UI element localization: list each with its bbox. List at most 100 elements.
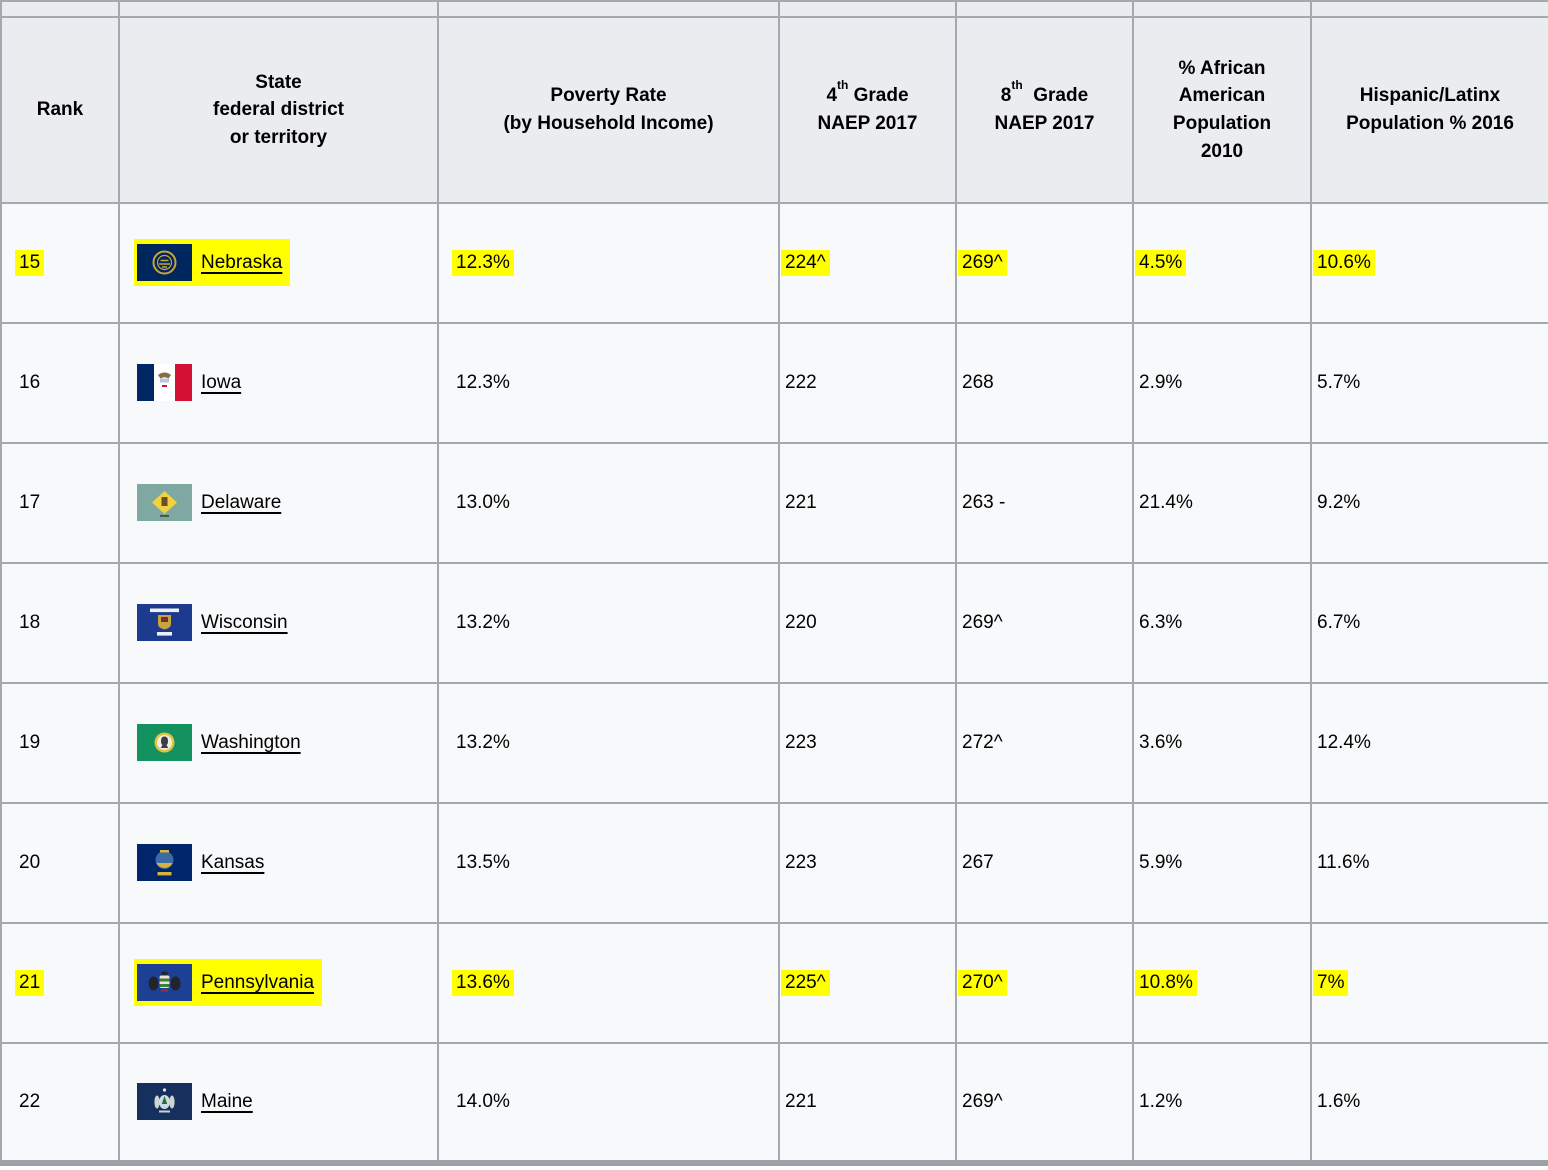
hispanic-latinx-population-value: 1.6% [1317, 1091, 1361, 1112]
col-header-poverty-rate: Poverty Rate (by Household Income) [437, 16, 780, 204]
naep-4th-grade-value: 221 [785, 492, 817, 513]
state-link[interactable]: Maine [201, 1091, 253, 1113]
hispanic-latinx-population-cell: 1.6% [1310, 1042, 1548, 1164]
rank-value: 17 [19, 492, 41, 513]
state-cell-content: Wisconsin [134, 599, 296, 646]
top-sliver-cell [955, 0, 1134, 18]
hispanic-latinx-population-cell: 10.6% [1310, 202, 1548, 324]
poverty-rate-cell: 13.5% [437, 802, 780, 924]
naep-4th-grade-cell: 221 [778, 442, 957, 564]
hispanic-latinx-population-value: 9.2% [1317, 492, 1361, 513]
african-american-population-value: 2.9% [1139, 372, 1183, 393]
poverty-rate-cell: 13.6% [437, 922, 780, 1044]
hispanic-latinx-population-cell: 6.7% [1310, 562, 1548, 684]
naep-8th-grade-cell: 268 [955, 322, 1134, 444]
state-cell-content: Kansas [134, 839, 272, 886]
state-name[interactable]: Nebraska [201, 251, 283, 273]
table-row: 21 Pennsylvania 13.6% 225^ 270^ 10.8% 7% [0, 922, 1548, 1044]
african-american-population-value: 5.9% [1139, 852, 1183, 873]
naep-4th-grade-value: 221 [785, 1091, 817, 1112]
naep-8th-grade-cell: 263 - [955, 442, 1134, 564]
hispanic-latinx-population-value: 11.6% [1317, 852, 1370, 873]
top-sliver-cell [118, 0, 439, 18]
state-link[interactable]: Delaware [201, 492, 281, 514]
african-american-population-value: 6.3% [1139, 612, 1183, 633]
table-row: 22 Maine 14.0% 221 269^ 1.2% 1.6% [0, 1042, 1548, 1164]
rank-cell: 20 [0, 802, 120, 924]
state-name[interactable]: Kansas [201, 851, 265, 873]
poverty-rate-cell: 14.0% [437, 1042, 780, 1164]
rank-cell: 19 [0, 682, 120, 804]
naep-8th-grade-cell: 272^ [955, 682, 1134, 804]
african-american-population-value: 10.8% [1135, 970, 1197, 996]
state-cell: Maine [118, 1042, 439, 1164]
state-link[interactable]: Washington [201, 732, 301, 754]
state-link[interactable]: Wisconsin [201, 612, 288, 634]
rank-value: 16 [19, 372, 41, 393]
rank-value: 20 [19, 852, 41, 873]
rank-value: 15 [15, 250, 45, 276]
hispanic-latinx-population-value: 12.4% [1317, 732, 1371, 753]
naep-8th-grade-cell: 267 [955, 802, 1134, 924]
state-name[interactable]: Delaware [201, 491, 282, 513]
naep-8th-grade-value: 269^ [958, 250, 1007, 276]
table-row: 20 Kansas 13.5% 223 267 5.9% 11.6% [0, 802, 1548, 924]
rank-cell: 16 [0, 322, 120, 444]
african-american-population-cell: 5.9% [1132, 802, 1312, 924]
hispanic-latinx-population-cell: 9.2% [1310, 442, 1548, 564]
col-header-naep-4th-grade: 4th Grade NAEP 2017 [778, 16, 957, 204]
table-body: 15 Nebraska 12.3% 224^ 269^ 4.5% 10.6% 1… [0, 202, 1548, 1164]
superscript-th: th [1011, 78, 1023, 93]
poverty-rate-value: 12.3% [456, 372, 510, 393]
state-name[interactable]: Washington [201, 731, 301, 753]
naep-8th-grade-cell: 270^ [955, 922, 1134, 1044]
state-link[interactable]: Iowa [201, 372, 241, 394]
hispanic-latinx-population-cell: 7% [1310, 922, 1548, 1044]
state-name[interactable]: Maine [201, 1090, 253, 1112]
poverty-rate-cell: 13.0% [437, 442, 780, 564]
table-row: 19 Washington 13.2% 223 272^ 3.6% 12.4% [0, 682, 1548, 804]
state-cell-content: Washington [134, 719, 309, 766]
african-american-population-cell: 2.9% [1132, 322, 1312, 444]
delaware-flag [137, 484, 192, 521]
state-cell: Kansas [118, 802, 439, 924]
naep-4th-grade-cell: 223 [778, 682, 957, 804]
naep-8th-grade-value: 263 - [962, 492, 1006, 513]
naep-4th-grade-cell: 221 [778, 1042, 957, 1164]
rank-value: 18 [19, 612, 41, 633]
naep-4th-grade-cell: 225^ [778, 922, 957, 1044]
state-cell-content: Delaware [134, 479, 289, 526]
rank-value: 19 [19, 732, 41, 753]
naep-8th-grade-value: 267 [962, 852, 994, 873]
rank-cell: 17 [0, 442, 120, 564]
column-header-row: Rank State federal district or territory… [0, 16, 1548, 204]
naep-8th-grade-value: 269^ [962, 1091, 1003, 1112]
top-sliver-cell [437, 0, 780, 18]
col-header-naep-8th-grade: 8th Grade NAEP 2017 [955, 16, 1134, 204]
rank-value: 21 [15, 970, 45, 996]
table-row: 16 Iowa 12.3% 222 268 2.9% 5.7% [0, 322, 1548, 444]
state-name[interactable]: Iowa [201, 371, 242, 393]
top-partial-row [0, 0, 1548, 18]
state-cell-content: Pennsylvania [134, 959, 323, 1006]
african-american-population-value: 1.2% [1139, 1091, 1183, 1112]
state-cell: Nebraska [118, 202, 439, 324]
iowa-flag [137, 364, 192, 401]
state-name[interactable]: Wisconsin [201, 611, 288, 633]
poverty-rate-cell: 13.2% [437, 562, 780, 684]
state-link[interactable]: Nebraska [201, 252, 282, 274]
top-sliver-cell [1310, 0, 1548, 18]
african-american-population-value: 21.4% [1139, 492, 1193, 513]
naep-8th-grade-value: 269^ [962, 612, 1003, 633]
state-name[interactable]: Pennsylvania [201, 971, 315, 993]
naep-4th-grade-cell: 222 [778, 322, 957, 444]
superscript-th: th [837, 78, 849, 93]
naep-8th-grade-value: 272^ [962, 732, 1003, 753]
state-link[interactable]: Pennsylvania [201, 972, 314, 994]
wisconsin-flag [137, 604, 192, 641]
african-american-population-cell: 4.5% [1132, 202, 1312, 324]
hispanic-latinx-population-value: 5.7% [1317, 372, 1361, 393]
poverty-rate-cell: 13.2% [437, 682, 780, 804]
state-link[interactable]: Kansas [201, 852, 264, 874]
poverty-rate-value: 13.2% [456, 612, 510, 633]
